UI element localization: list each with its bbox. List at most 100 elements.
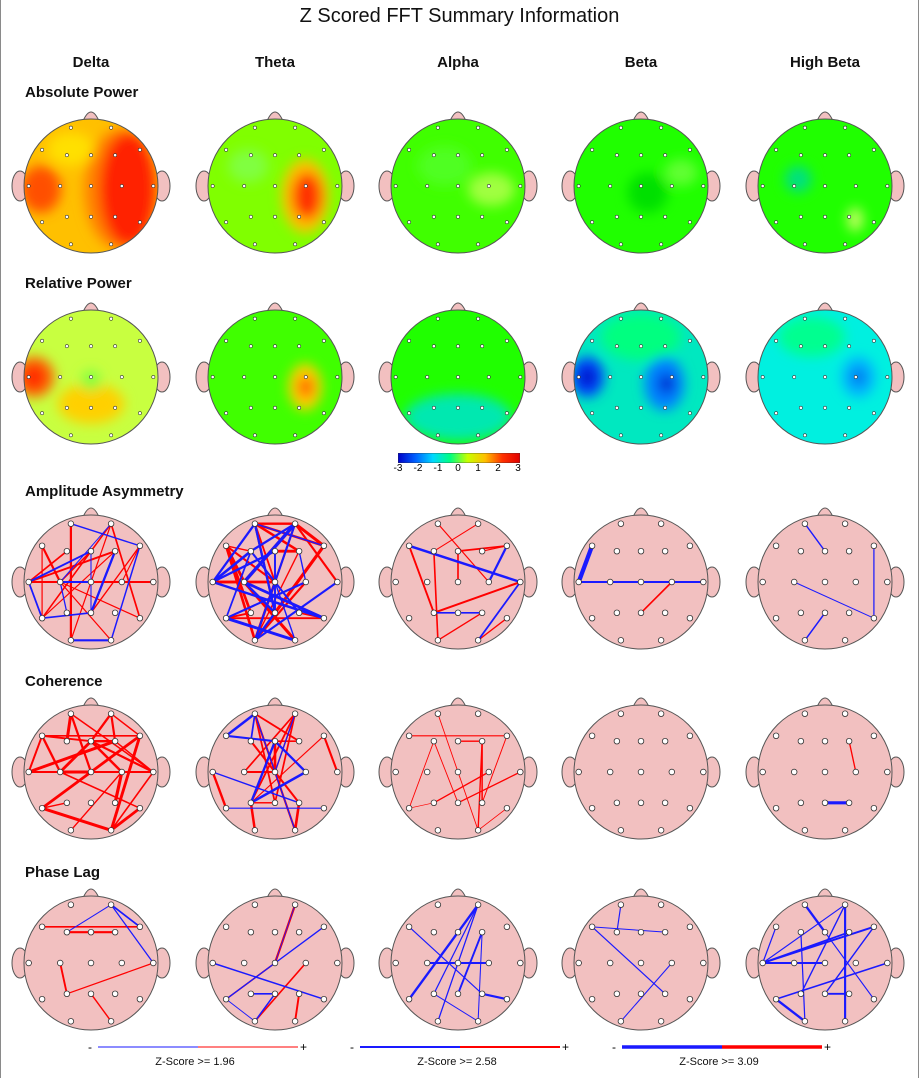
electrode [392,959,399,967]
electrode [503,542,511,550]
figure-title: Z Scored FFT Summary Information [299,5,620,27]
connection-line [274,740,307,773]
colorbar-ticks: -3 -2 -1 0 1 2 3 [392,463,524,477]
electrode [797,799,805,807]
electrode [841,520,849,527]
electrode [590,220,594,225]
electrode [295,609,303,617]
connection-line [109,735,142,831]
electrode [637,547,645,555]
electrode [67,901,75,908]
electrode [138,220,142,225]
electrode [295,737,303,745]
connection-line [59,581,112,641]
electrode [87,547,95,555]
electrode [392,768,399,776]
connection-line [27,735,44,773]
electrode [841,637,849,644]
electrode [107,520,115,527]
power-region [853,370,864,384]
electrode [657,1018,665,1025]
electrode [801,827,809,834]
power-region [80,370,102,391]
electrode [111,737,119,745]
electrode [334,578,341,586]
electrode [476,125,481,130]
connection-line [27,581,43,619]
electrode [253,433,257,438]
connection-line [793,581,875,619]
connection-line [110,771,154,831]
connection-line [409,802,434,809]
legend-line [622,1045,822,1049]
electrode [293,242,298,247]
electrode [434,901,442,908]
electrode [89,405,93,410]
electrode [436,433,440,438]
electrode [588,542,596,550]
electrode [659,316,664,321]
connection-line [408,926,483,995]
legend-text: Z-Score >= 1.96 [155,1056,235,1068]
electrode [870,923,878,931]
electrode [150,959,157,967]
band-header: Theta [254,54,295,71]
electrode [505,411,509,416]
colorbar-tick-label: 2 [495,463,501,474]
power-region [292,172,322,220]
electrode [407,411,411,416]
electrode [843,125,848,130]
electrode [242,184,247,188]
electrode [320,732,328,740]
electrode [456,405,460,410]
electrode [608,184,613,188]
electrode [637,799,645,807]
electrode [803,316,807,321]
electrode [823,405,827,410]
electrode [590,338,594,343]
electrode [64,344,69,349]
electrode [56,768,64,776]
power-region [579,367,596,387]
electrode [136,542,144,550]
electrode [617,1018,625,1025]
electrode [686,542,694,550]
power-region [778,316,846,357]
electrode [619,242,623,247]
electrode [870,732,878,740]
electrode [224,338,228,343]
connection-line [294,523,325,547]
row-label: Amplitude Asymmetry [25,483,184,500]
electrode [109,125,114,130]
electrode [25,959,32,967]
electrode [293,316,298,321]
electrode [478,990,486,998]
electrode [454,578,462,586]
electrode [293,433,298,438]
electrode [478,737,486,745]
connection-line [433,771,490,804]
electrode [119,375,124,379]
electrode [67,520,75,527]
electrode [320,614,328,622]
electrode [797,990,805,998]
electrode [617,901,625,908]
electrode [240,578,248,586]
electrode [271,990,279,998]
electrode [480,405,485,410]
electrode [884,959,891,967]
electrode [273,375,277,379]
head-map [11,697,171,840]
connection-line [41,802,68,809]
connection-line [212,550,276,583]
electrode [251,827,259,834]
electrode [772,804,780,812]
electrode [405,614,413,622]
electrode [606,578,614,586]
electrode [271,799,279,807]
electrode [320,804,328,812]
electrode [619,316,623,321]
power-region [417,145,472,186]
electrode [588,995,596,1003]
electrode [64,405,69,410]
